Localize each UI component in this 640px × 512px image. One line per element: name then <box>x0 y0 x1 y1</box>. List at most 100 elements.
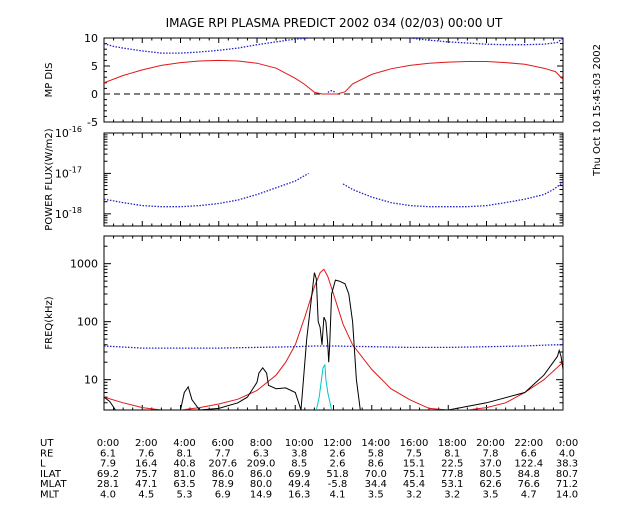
table-cell: 70.0 <box>365 469 387 480</box>
freq-series-cyan-3 <box>315 363 333 410</box>
freq-y-tick-label: 1000 <box>70 258 98 271</box>
table-cell: 14.9 <box>250 490 272 501</box>
table-cell: 15.1 <box>403 459 425 470</box>
table-cell: 62.6 <box>479 479 501 490</box>
table-cell: 75.7 <box>135 469 157 480</box>
table-cell: 34.4 <box>365 479 387 490</box>
mp-dis-panel: -5 0 5 10 MP DIS <box>44 32 564 129</box>
power-flux-y-tick-label: 10-18 <box>55 206 82 221</box>
table-cell: 2.6 <box>330 448 346 459</box>
table-cell: 4.0 <box>100 490 116 501</box>
table-row-label-mlt: MLT <box>40 490 60 501</box>
table-cell: 18:00 <box>438 438 467 449</box>
table-cell: 0:00 <box>556 438 578 449</box>
table-cell: 75.1 <box>403 469 425 480</box>
side-date-label: Thu Oct 10 15:45:03 2002 <box>592 44 603 177</box>
power-flux-frame <box>103 132 564 227</box>
table-cell: 2.6 <box>330 459 346 470</box>
table-cell: 4.5 <box>138 490 154 501</box>
table-cell: 122.4 <box>514 459 543 470</box>
table-cell: 209.0 <box>247 459 276 470</box>
table-cell: 45.4 <box>403 479 425 490</box>
table-cell: 4:00 <box>173 438 195 449</box>
figure-title: IMAGE RPI PLASMA PREDICT 2002 034 (02/03… <box>166 16 503 30</box>
table-cell: 4.7 <box>521 490 537 501</box>
table-cell: 7.6 <box>138 448 154 459</box>
table-cell: 80.5 <box>479 469 501 480</box>
table-cell: 7.7 <box>215 448 231 459</box>
table-cell: 3.5 <box>368 490 384 501</box>
freq-frame <box>103 235 564 411</box>
table-cell: 14.0 <box>556 490 578 501</box>
freq-y-tick-label: 100 <box>77 316 98 329</box>
table-cell: 14:00 <box>361 438 390 449</box>
freq-y-axis-label: FREQ(kHz) <box>44 296 55 349</box>
mp-dis-frame <box>103 37 564 123</box>
power-flux-y-tick-label: 10-17 <box>55 165 82 180</box>
table-cell: 4.0 <box>559 448 575 459</box>
table-cell: -5.8 <box>328 479 348 490</box>
table-cell: 86.0 <box>212 469 234 480</box>
power-flux-series-blue-1 <box>342 181 563 208</box>
table-cell: 6:00 <box>212 438 234 449</box>
table-cell: 69.9 <box>288 469 310 480</box>
table-cell: 16:00 <box>400 438 429 449</box>
table-row-label-ilat: ILAT <box>40 469 62 480</box>
table-cell: 20:00 <box>476 438 505 449</box>
table-row-label-ut: UT <box>40 438 54 449</box>
table-cell: 7.5 <box>406 448 422 459</box>
freq-y-tick-label: 10 <box>84 374 98 387</box>
table-cell: 6.1 <box>100 448 116 459</box>
table-row-label-mlat: MLAT <box>40 479 67 490</box>
table-cell: 8:00 <box>250 438 272 449</box>
freq-panel: 10 100 1000 FREQ(kHz) <box>44 235 564 411</box>
power-flux-y-tick-label: 10-16 <box>55 125 82 140</box>
table-cell: 78.9 <box>212 479 234 490</box>
table-cell: 80.7 <box>556 469 578 480</box>
table-cell: 71.2 <box>556 479 578 490</box>
table-cell: 6.6 <box>521 448 537 459</box>
table-cell: 7.8 <box>483 448 499 459</box>
table-cell: 5.8 <box>368 448 384 459</box>
power-flux-y-tick-exponent: -18 <box>69 206 82 215</box>
table-cell: 16.4 <box>135 459 157 470</box>
table-cell: 77.8 <box>441 469 463 480</box>
mp-dis-series-blue-3 <box>327 89 336 93</box>
power-flux-series-blue-0 <box>104 172 309 208</box>
table-cell: 2:00 <box>135 438 157 449</box>
table-cell: 6.9 <box>215 490 231 501</box>
table-cell: 3.2 <box>444 490 460 501</box>
table-cell: 7.9 <box>100 459 116 470</box>
table-cell: 8.5 <box>291 459 307 470</box>
mp-dis-y-axis-label: MP DIS <box>44 63 55 98</box>
table-cell: 3.5 <box>483 490 499 501</box>
mp-dis-y-tick-label: -5 <box>87 116 98 129</box>
table-cell: 0:00 <box>97 438 119 449</box>
table-cell: 84.8 <box>518 469 540 480</box>
table-cell: 40.8 <box>173 459 195 470</box>
table-row-label-re: RE <box>40 448 53 459</box>
table-cell: 8.6 <box>368 459 384 470</box>
table-row-label-l: L <box>40 459 46 470</box>
mp-dis-y-tick-label: 10 <box>84 32 98 45</box>
table-cell: 22.5 <box>441 459 463 470</box>
table-cell: 38.3 <box>556 459 578 470</box>
table-cell: 28.1 <box>97 479 119 490</box>
table-cell: 53.1 <box>441 479 463 490</box>
table-cell: 22:00 <box>514 438 543 449</box>
mp-dis-series-red-0 <box>104 59 563 95</box>
table-cell: 63.5 <box>173 479 195 490</box>
table-cell: 12:00 <box>323 438 352 449</box>
power-flux-y-tick-exponent: -16 <box>69 125 82 134</box>
mp-dis-series-blue-1 <box>104 38 309 54</box>
table-cell: 37.0 <box>479 459 501 470</box>
freq-series-blue-1 <box>104 344 563 349</box>
table-cell: 3.2 <box>406 490 422 501</box>
table-cell: 47.1 <box>135 479 157 490</box>
table-cell: 8.1 <box>444 448 460 459</box>
mp-dis-y-tick-label: 0 <box>91 88 98 101</box>
table-cell: 49.4 <box>288 479 310 490</box>
x-axis-table: UT 0:00 2:00 4:00 6:00 8:00 10:00 12:00 14:00 16:… <box>40 438 578 501</box>
